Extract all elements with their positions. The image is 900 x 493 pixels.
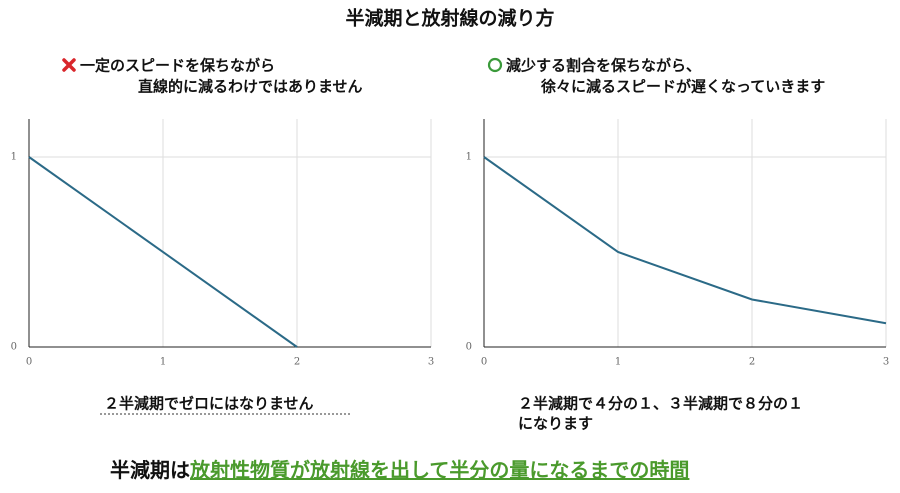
y-tick-label: 1 [11,152,17,163]
term: 半減期は [110,458,190,482]
y-tick-label: 1 [466,152,472,163]
caption: になります [518,415,593,433]
cross-icon [62,58,76,72]
x-tick-label: 3 [883,357,889,368]
caption: ２半減期で４分の１、３半減期で８分の１ [518,395,803,413]
x-tick-label: 0 [26,357,32,368]
x-tick-label: 3 [428,357,434,368]
right-note: 減少する割合を保ちながら、 [506,57,701,75]
definition: 半減期は放射性物質が放射線を出して半分の量になるまでの時間 [110,458,689,482]
line [483,156,887,325]
x-tick-label: 2 [749,357,755,368]
y-tick-label: 0 [11,342,17,353]
meaning: 放射性物質が放射線を出して半分の量になるまでの時間 [189,458,689,482]
title: 半減期と放射線の減り方 [345,7,554,30]
x-tick-label: 1 [160,357,166,368]
right-note: 徐々に減るスピードが遅くなっていきます [540,78,825,96]
left-note: 一定のスピードを保ちながら [80,57,275,75]
caption: ２半減期でゼロにはなりません [104,395,314,413]
x-tick-label: 1 [615,357,621,368]
y-tick-label: 0 [466,342,472,353]
line [28,156,298,348]
x-tick-label: 0 [481,357,487,368]
circle-icon [487,57,503,73]
x-tick-label: 2 [294,357,300,368]
left-note: 直線的に減るわけではありません [138,78,363,96]
